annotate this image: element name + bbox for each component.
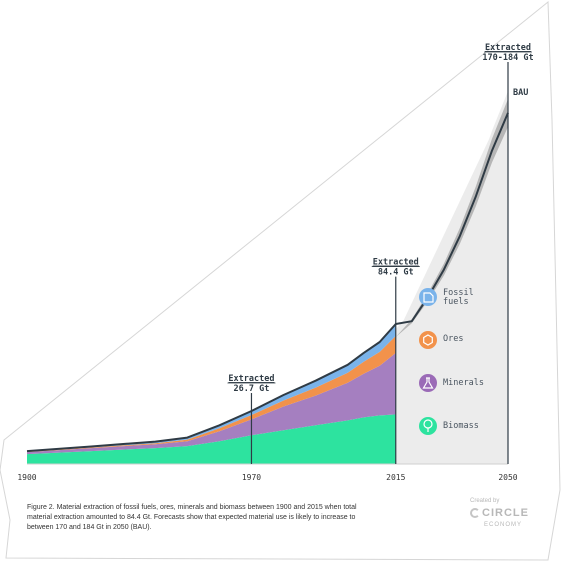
- annotation-value-1970: 26.7 Gt: [234, 384, 270, 394]
- hexagon-icon: [423, 334, 433, 346]
- flask-icon-bg: [419, 374, 437, 392]
- fuel-can-icon: [423, 292, 434, 303]
- legend: Fossil fuels Ores Minerals Biomass: [419, 288, 484, 435]
- annotation-title-1970: Extracted: [228, 374, 274, 384]
- legend-item-minerals: Minerals: [419, 374, 484, 392]
- area-biomass: [27, 414, 396, 464]
- x-tick-2050: 2050: [498, 473, 517, 482]
- area-minerals: [27, 352, 396, 455]
- legend-label-minerals: Minerals: [443, 378, 484, 388]
- legend-label-biomass: Biomass: [443, 421, 479, 431]
- hexagon-icon-bg: [419, 331, 437, 349]
- annotation-title-2050: Extracted: [485, 43, 531, 53]
- credit: Created by CIRCLE ECONOMY: [470, 498, 550, 528]
- circle-economy-logo-icon: [470, 507, 480, 518]
- brand-sub: ECONOMY: [484, 522, 523, 528]
- leaf-icon-bg: [419, 417, 437, 435]
- legend-label-fossil-line1: Fossil: [443, 288, 474, 298]
- total-extraction-line: [26, 112, 509, 453]
- legend-label-fossil: Fossil fuels: [443, 288, 479, 307]
- legend-item-fossil: Fossil fuels: [419, 288, 479, 307]
- legend-item-ores: Ores: [419, 331, 463, 349]
- created-by-label: Created by: [470, 498, 500, 504]
- fuel-can-icon-bg: [419, 288, 437, 306]
- legend-label-ores: Ores: [443, 334, 463, 344]
- annotation-title-2015: Extracted: [373, 258, 419, 268]
- legend-label-fossil-line2: fuels: [443, 297, 469, 307]
- annotation-value-2015: 84.4 Gt: [378, 268, 414, 278]
- x-tick-1970: 1970: [242, 473, 261, 482]
- bau-label: BAU: [513, 88, 528, 98]
- annotation-value-2050: 170-184 Gt: [482, 53, 533, 63]
- brand-name: CIRCLE: [482, 506, 529, 519]
- x-tick-1900: 1900: [17, 473, 36, 482]
- legend-item-biomass: Biomass: [419, 417, 479, 435]
- x-tick-2015: 2015: [386, 473, 405, 482]
- figure-caption: Figure 2. Material extraction of fossil …: [27, 504, 357, 531]
- flask-icon: [422, 377, 434, 389]
